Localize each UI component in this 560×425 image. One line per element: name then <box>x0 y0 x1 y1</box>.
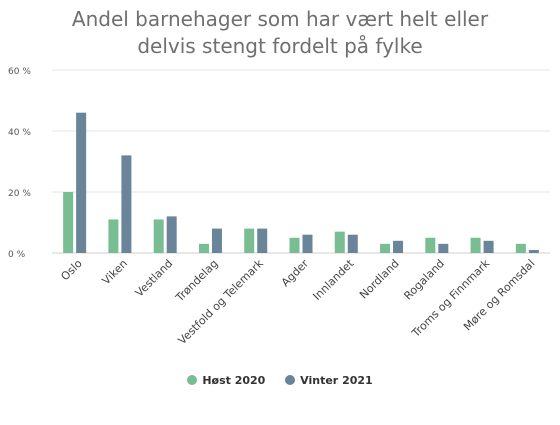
legend-item-vinter-2021[interactable]: Vinter 2021 <box>285 374 373 387</box>
x-tick-label: Oslo <box>58 257 84 283</box>
y-axis-ticks: 0 % 20 % 40 % 60 % <box>8 67 31 260</box>
x-tick-label: Rogaland <box>401 257 447 303</box>
bar-vinter-2021 <box>121 155 132 253</box>
bar-host-2020 <box>515 243 526 253</box>
bar-host-2020 <box>289 237 300 253</box>
legend: Høst 2020 Vinter 2021 <box>0 374 560 387</box>
bar-host-2020 <box>63 192 74 253</box>
chart-title-line-2: delvis stengt fordelt på fylke <box>137 34 423 58</box>
bar-host-2020 <box>380 243 391 253</box>
bars <box>63 112 539 253</box>
y-tick-label: 0 % <box>8 250 26 260</box>
bar-host-2020 <box>198 243 209 253</box>
bar-host-2020 <box>470 237 481 253</box>
bar-vinter-2021 <box>393 240 404 253</box>
legend-marker-host-2020 <box>187 375 198 385</box>
x-tick-label: Agder <box>279 257 312 290</box>
legend-item-host-2020[interactable]: Høst 2020 <box>187 374 265 387</box>
bar-host-2020 <box>334 231 345 253</box>
bar-vinter-2021 <box>347 234 358 253</box>
bar-host-2020 <box>108 219 119 253</box>
x-tick-label: Vestland <box>133 257 176 300</box>
bar-host-2020 <box>425 237 436 253</box>
chart-title: Andel barnehager som har vært helt eller… <box>0 6 560 60</box>
x-tick-label: Innlandet <box>310 256 356 302</box>
y-tick-label: 60 % <box>8 67 31 77</box>
y-tick-label: 20 % <box>8 189 31 199</box>
x-tick-label: Nordland <box>357 257 402 302</box>
bar-vinter-2021 <box>528 249 539 253</box>
legend-label-host-2020: Høst 2020 <box>202 374 266 387</box>
bar-vinter-2021 <box>438 243 449 253</box>
legend-label-vinter-2021: Vinter 2021 <box>300 374 373 387</box>
bar-vinter-2021 <box>211 228 222 253</box>
bar-vinter-2021 <box>302 234 313 253</box>
bar-vinter-2021 <box>166 216 177 253</box>
gridlines <box>52 69 550 254</box>
x-tick-label: Vestfold og Telemark <box>176 256 267 347</box>
chart-title-line-1: Andel barnehager som har vært helt eller <box>71 7 489 31</box>
bar-vinter-2021 <box>483 240 494 253</box>
y-tick-label: 40 % <box>8 128 31 138</box>
legend-marker-vinter-2021 <box>285 375 296 385</box>
bar-vinter-2021 <box>257 228 268 253</box>
bar-host-2020 <box>153 219 164 253</box>
bar-vinter-2021 <box>76 112 87 253</box>
bar-host-2020 <box>244 228 255 253</box>
x-tick-label: Troms og Finnmark <box>409 256 493 340</box>
x-tick-label: Trøndelag <box>173 257 221 305</box>
x-tick-label: Viken <box>100 257 130 287</box>
